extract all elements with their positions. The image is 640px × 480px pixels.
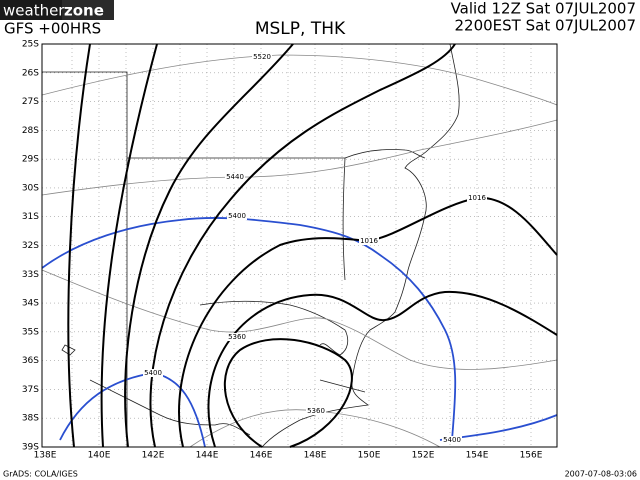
map-frame (41, 43, 558, 448)
lat-label: 25S (22, 40, 39, 50)
timestamp: 2007-07-08-03:06 (565, 470, 637, 479)
lon-label: 156E (520, 451, 543, 461)
lat-label: 39S (22, 443, 39, 453)
mslp-contours (67, 43, 558, 448)
thickness-contours (41, 54, 558, 448)
contour-label-bg (227, 333, 247, 341)
lon-label: 148E (304, 451, 327, 461)
credit: GrADS: COLA/IGES (3, 470, 78, 479)
contour-label-bg (252, 53, 272, 61)
lat-label: 28S (22, 126, 39, 136)
contour-label-bg (143, 369, 163, 377)
logo-right: zone (64, 2, 104, 20)
lat-label: 33S (22, 270, 39, 280)
contour-label: 5400 (144, 369, 162, 377)
contour-label: 1016 (360, 237, 378, 245)
lon-label: 146E (250, 451, 273, 461)
contour-labels: 5520 5440 5400 1016 1016 5360 5400 5360 5400 (143, 53, 487, 444)
lat-label: 37S (22, 385, 39, 395)
lat-label: 32S (22, 241, 39, 251)
graticule (42, 43, 557, 448)
contour-label-bg (442, 436, 462, 444)
contour-label-bg (227, 212, 247, 220)
contour-label: 5400 (443, 436, 461, 444)
lon-label: 142E (142, 451, 165, 461)
coastline (42, 43, 460, 448)
logo-box-right (62, 0, 114, 20)
thickness-5400 (41, 217, 558, 448)
local-time: 2200EST Sat 07JUL2007 (455, 17, 637, 35)
contour-label: 5360 (307, 407, 325, 415)
contour-label: 5360 (228, 333, 246, 341)
lon-label: 138E (34, 451, 57, 461)
contour-label-bg (359, 237, 379, 245)
map-title: MSLP, THK (255, 19, 346, 39)
lat-label: 31S (22, 212, 39, 222)
valid-time: Valid 12Z Sat 07JUL2007 (451, 0, 636, 18)
contour-label: 5440 (226, 173, 244, 181)
contour-label: 5400 (228, 212, 246, 220)
lat-label: 36S (22, 356, 39, 366)
contour-label: 5520 (253, 53, 271, 61)
lat-label: 38S (22, 414, 39, 424)
contour-label-bg (225, 173, 245, 181)
model-run: GFS +00HRS (4, 20, 101, 38)
lat-label: 35S (22, 327, 39, 337)
lat-label: 34S (22, 299, 39, 309)
lat-label: 26S (22, 68, 39, 78)
lon-label: 140E (88, 451, 111, 461)
lat-label: 30S (22, 183, 39, 193)
contour-label-bg (467, 194, 487, 202)
contour-label: 1016 (468, 194, 486, 202)
lon-label: 150E (358, 451, 381, 461)
lat-label: 29S (22, 155, 39, 165)
lon-label: 152E (412, 451, 435, 461)
lon-label: 144E (196, 451, 219, 461)
lon-label: 154E (466, 451, 489, 461)
axis-labels: 25S 26S 27S 28S 29S 30S 31S 32S 33S 34S 35S 36S 37S 3… (22, 40, 543, 461)
contour-label-bg (306, 407, 326, 415)
lat-label: 27S (22, 97, 39, 107)
logo-left: weather (3, 2, 65, 20)
logo-box-left (0, 0, 62, 20)
